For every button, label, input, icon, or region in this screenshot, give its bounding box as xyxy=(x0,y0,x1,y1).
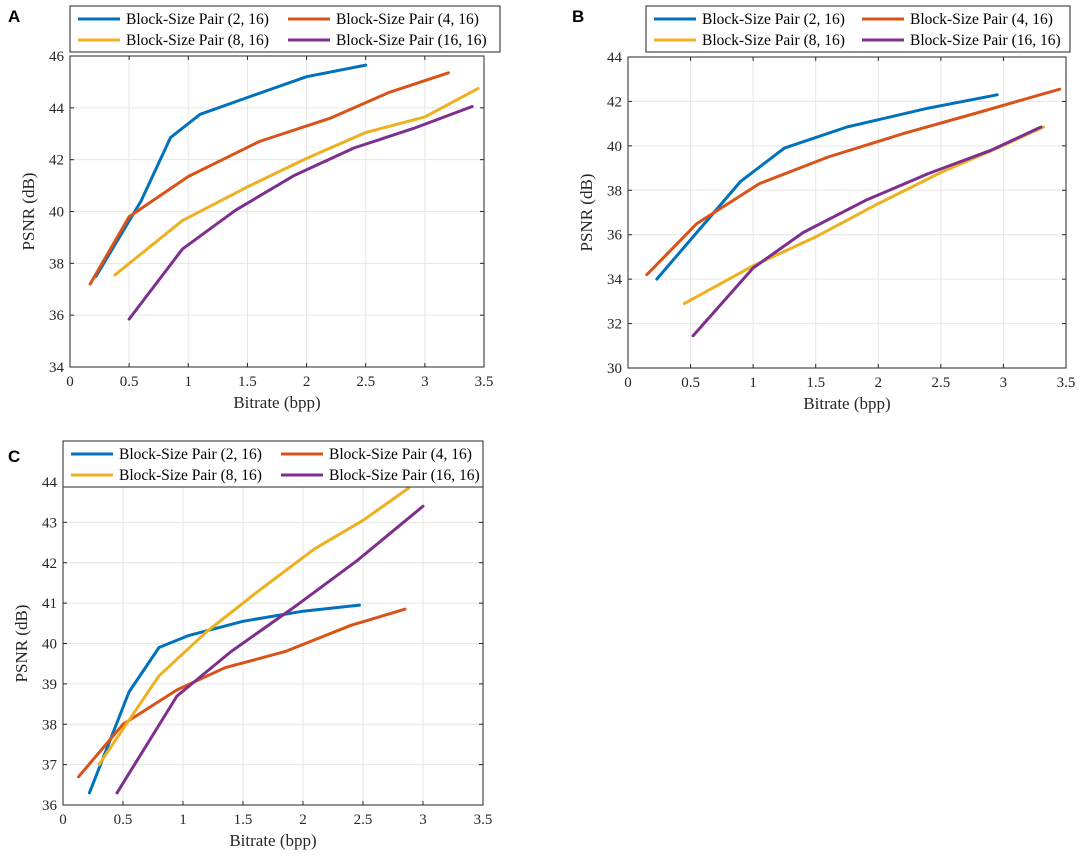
x-tick-label: 2 xyxy=(299,812,307,828)
x-tick-label: 2 xyxy=(303,374,311,390)
y-tick-label: 41 xyxy=(42,596,57,612)
legend-label-s4: Block-Size Pair (4, 16) xyxy=(336,11,479,28)
x-tick-label: 1.5 xyxy=(806,375,825,391)
x-tick-label: 3 xyxy=(1000,375,1008,391)
series-line-s2 xyxy=(94,63,368,278)
series-line-s4 xyxy=(88,71,450,286)
y-tick-label: 32 xyxy=(607,317,622,333)
legend: Block-Size Pair (2, 16) Block-Size Pair (… xyxy=(645,5,1071,53)
y-tick-label: 38 xyxy=(607,183,622,199)
legend-label-s16: Block-Size Pair (16, 16) xyxy=(329,467,480,484)
y-tick-label: 44 xyxy=(42,475,58,491)
x-tick-label: 0 xyxy=(59,812,67,828)
y-tick-label: 36 xyxy=(49,308,65,324)
series-line-s4 xyxy=(77,607,407,779)
series-line-s4 xyxy=(645,87,1062,277)
y-tick-label: 34 xyxy=(49,360,65,376)
legend-label-s2: Block-Size Pair (2, 16) xyxy=(119,446,262,463)
x-tick-label: 3.5 xyxy=(475,374,494,390)
x-tick-label: 0.5 xyxy=(681,375,700,391)
legend-label-s4: Block-Size Pair (4, 16) xyxy=(329,446,472,463)
y-axis-label: PSNR (dB) xyxy=(19,173,38,251)
series-line-s2 xyxy=(655,93,999,281)
y-tick-label: 40 xyxy=(42,637,57,653)
legend-label-s4: Block-Size Pair (4, 16) xyxy=(910,11,1053,28)
x-tick-label: 2.5 xyxy=(354,812,373,828)
legend-label-s16: Block-Size Pair (16, 16) xyxy=(910,32,1061,49)
axes-box xyxy=(627,56,1067,369)
panel-letter: B xyxy=(572,7,584,26)
y-tick-label: 40 xyxy=(49,205,64,221)
panel-letter: A xyxy=(8,7,20,26)
x-axis-label: Bitrate (bpp) xyxy=(803,394,890,413)
x-tick-label: 2.5 xyxy=(356,374,375,390)
series-line-s2 xyxy=(87,603,361,795)
series-line-s8 xyxy=(97,486,411,767)
legend-label-s2: Block-Size Pair (2, 16) xyxy=(702,11,845,28)
legend-label-s8: Block-Size Pair (8, 16) xyxy=(702,32,845,49)
x-tick-label: 1 xyxy=(179,812,187,828)
x-tick-label: 0.5 xyxy=(114,812,133,828)
y-tick-label: 30 xyxy=(607,361,622,377)
x-tick-label: 0.5 xyxy=(120,374,139,390)
legend-label-s8: Block-Size Pair (8, 16) xyxy=(119,467,262,484)
legend-label-s16: Block-Size Pair (16, 16) xyxy=(336,32,487,49)
x-tick-label: 1.5 xyxy=(234,812,253,828)
legend-box xyxy=(62,440,484,488)
x-tick-label: 3 xyxy=(419,812,427,828)
panel-a: A 0 0.5 1 1.5 2 2.5 3 3.5 34 36 38 40 42 44 46 Bitrate (… xyxy=(8,5,501,412)
y-tick-label: 43 xyxy=(42,515,57,531)
y-tick-label: 42 xyxy=(42,556,57,572)
y-tick-label: 36 xyxy=(42,798,58,814)
x-tick-label: 0 xyxy=(624,375,632,391)
legend: Block-Size Pair (2, 16) Block-Size Pair (… xyxy=(62,440,484,488)
y-tick-label: 36 xyxy=(607,228,623,244)
y-tick-label: 42 xyxy=(49,153,64,169)
y-tick-label: 40 xyxy=(607,139,622,155)
x-tick-label: 1.5 xyxy=(238,374,257,390)
y-tick-label: 38 xyxy=(42,717,57,733)
panel-c: C 0 0.5 1 1.5 2 2.5 3 3.5 36 37 38 39 40 41 42 43 44 Bitra… xyxy=(8,440,493,850)
series-line-s16 xyxy=(115,504,425,795)
x-tick-label: 1 xyxy=(749,375,757,391)
y-tick-label: 44 xyxy=(607,50,623,66)
legend: Block-Size Pair (2, 16) Block-Size Pair (… xyxy=(69,5,501,53)
y-tick-label: 37 xyxy=(42,758,58,774)
series-line-s16 xyxy=(691,125,1043,338)
legend-box xyxy=(69,5,501,53)
y-tick-label: 44 xyxy=(49,101,65,117)
y-tick-label: 38 xyxy=(49,256,64,272)
y-tick-label: 46 xyxy=(49,49,65,65)
plot-area xyxy=(628,57,1066,368)
x-tick-label: 3 xyxy=(421,374,429,390)
x-tick-label: 2 xyxy=(875,375,883,391)
x-tick-label: 1 xyxy=(185,374,193,390)
y-axis-label: PSNR (dB) xyxy=(577,174,596,252)
y-tick-label: 42 xyxy=(607,94,622,110)
x-tick-label: 3.5 xyxy=(474,812,493,828)
x-axis-label: Bitrate (bpp) xyxy=(233,393,320,412)
panel-b: B 0 0.5 1 1.5 2 2.5 3 3.5 30 32 34 36 38 40 42 44 Bitrate… xyxy=(572,5,1076,413)
x-tick-label: 3.5 xyxy=(1057,375,1076,391)
y-axis-label: PSNR (dB) xyxy=(12,605,31,683)
x-tick-label: 0 xyxy=(66,374,74,390)
legend-label-s2: Block-Size Pair (2, 16) xyxy=(126,11,269,28)
panel-letter: C xyxy=(8,447,20,466)
y-tick-label: 39 xyxy=(42,677,57,693)
x-tick-label: 2.5 xyxy=(931,375,950,391)
series-line-s8 xyxy=(113,86,480,277)
legend-label-s8: Block-Size Pair (8, 16) xyxy=(126,32,269,49)
legend-box xyxy=(645,5,1071,53)
series-line-s16 xyxy=(127,105,474,321)
x-axis-label: Bitrate (bpp) xyxy=(229,831,316,850)
y-tick-label: 34 xyxy=(607,272,623,288)
